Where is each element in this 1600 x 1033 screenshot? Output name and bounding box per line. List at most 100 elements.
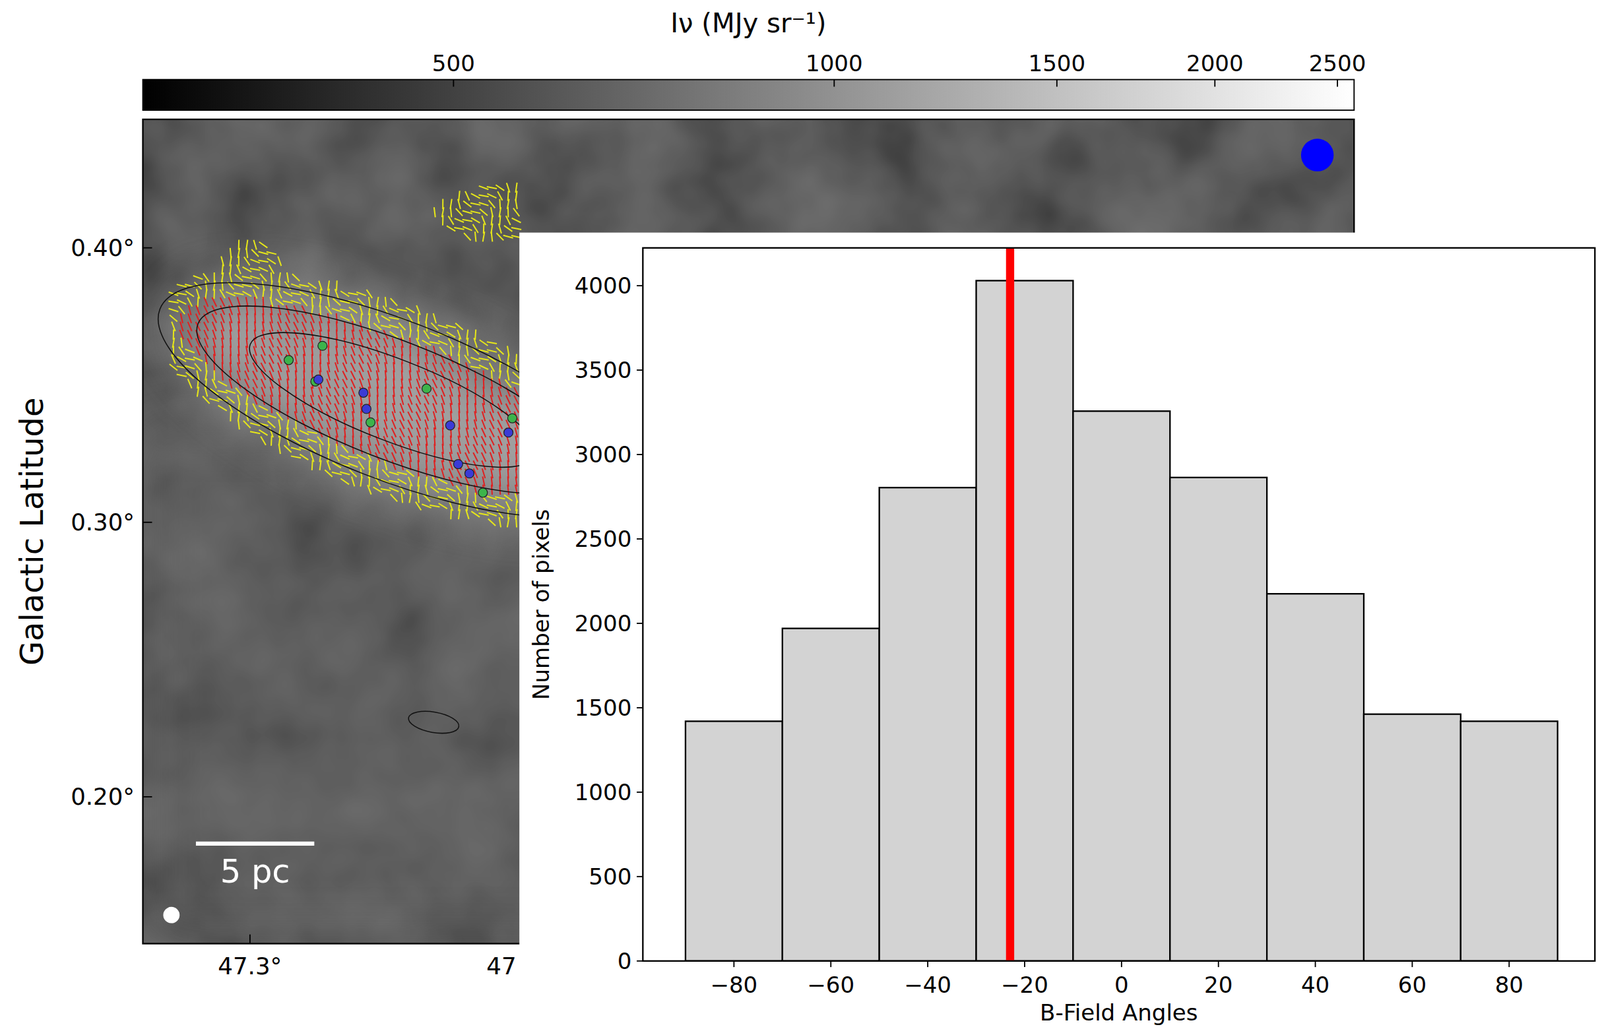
vector — [458, 190, 460, 201]
vector — [343, 354, 347, 365]
vector — [237, 370, 241, 381]
tick-label: 20 — [1204, 971, 1233, 999]
tick — [249, 934, 251, 945]
vector — [511, 227, 522, 230]
bar — [879, 487, 977, 962]
axis-title: Galactic Latitude — [13, 397, 51, 666]
vector — [434, 207, 436, 218]
tick — [1508, 961, 1510, 968]
tick — [1336, 79, 1339, 88]
vector — [351, 362, 356, 373]
vector — [465, 460, 470, 470]
vector — [271, 288, 272, 299]
vector — [293, 314, 299, 324]
vector — [367, 329, 372, 340]
vector — [432, 362, 437, 373]
vector — [507, 484, 509, 495]
vector — [416, 370, 420, 381]
vector — [391, 444, 397, 454]
vector — [409, 492, 412, 503]
vector — [478, 513, 489, 516]
vector — [326, 395, 332, 405]
vector — [384, 419, 387, 430]
vector — [506, 395, 511, 405]
vector — [504, 225, 513, 232]
tick-label: 47 — [486, 952, 516, 980]
vector — [462, 219, 473, 222]
vector — [440, 362, 446, 373]
vector — [432, 379, 437, 389]
figure: 5 pc0.20°0.30°0.40°47.3°47Galactic Latit… — [0, 0, 1600, 1033]
vector — [244, 379, 250, 389]
vector — [465, 509, 470, 520]
vector — [438, 503, 448, 509]
vector — [277, 256, 282, 267]
vector — [498, 386, 502, 397]
vector — [382, 469, 389, 478]
vector — [334, 403, 339, 414]
vector — [512, 372, 520, 379]
vector — [448, 370, 453, 381]
vector — [430, 486, 440, 493]
vector — [283, 291, 293, 297]
vector — [399, 428, 405, 438]
source — [284, 355, 294, 365]
vector — [470, 203, 481, 206]
vector — [391, 460, 396, 471]
vector — [513, 403, 519, 414]
vector — [251, 249, 259, 257]
vector — [416, 395, 421, 405]
vector — [277, 321, 282, 332]
vector — [351, 337, 355, 348]
vector — [230, 264, 232, 275]
vector — [285, 329, 291, 340]
vector — [377, 468, 379, 479]
source — [318, 341, 328, 351]
vector — [290, 300, 301, 304]
tick — [636, 791, 643, 794]
vector — [479, 339, 489, 346]
vector — [319, 304, 321, 315]
contour — [235, 306, 551, 494]
vector — [266, 252, 277, 255]
tick-label: 2000 — [1186, 50, 1244, 77]
vector — [271, 403, 272, 414]
tick-label: 0 — [617, 948, 633, 975]
vector — [400, 403, 404, 414]
vector — [471, 217, 480, 224]
vector — [388, 317, 399, 320]
vector — [279, 280, 281, 291]
vector — [342, 387, 348, 397]
vector — [391, 419, 396, 429]
vector — [219, 289, 225, 299]
vector — [407, 419, 413, 429]
scale-bar — [195, 841, 315, 846]
vector — [375, 444, 380, 454]
vector — [397, 479, 407, 485]
vector — [384, 460, 388, 471]
vector — [238, 419, 240, 430]
vector — [438, 488, 448, 491]
vector — [399, 419, 405, 429]
vector — [168, 300, 179, 303]
vector — [481, 444, 487, 454]
tick — [143, 796, 153, 798]
vector — [440, 370, 446, 381]
vector — [358, 362, 364, 373]
vector — [473, 501, 478, 511]
vector — [286, 305, 290, 316]
vector — [222, 280, 224, 291]
vector — [458, 354, 460, 365]
vector — [367, 484, 372, 495]
tick-label: 1500 — [574, 694, 633, 722]
vector — [352, 444, 354, 454]
vector — [478, 358, 489, 361]
vector — [457, 199, 461, 210]
vector — [318, 395, 323, 405]
vector — [482, 231, 485, 242]
tick-label: 3000 — [574, 441, 633, 468]
vector — [203, 273, 210, 282]
vector — [453, 227, 464, 230]
vector — [261, 337, 266, 348]
vector — [385, 296, 386, 307]
